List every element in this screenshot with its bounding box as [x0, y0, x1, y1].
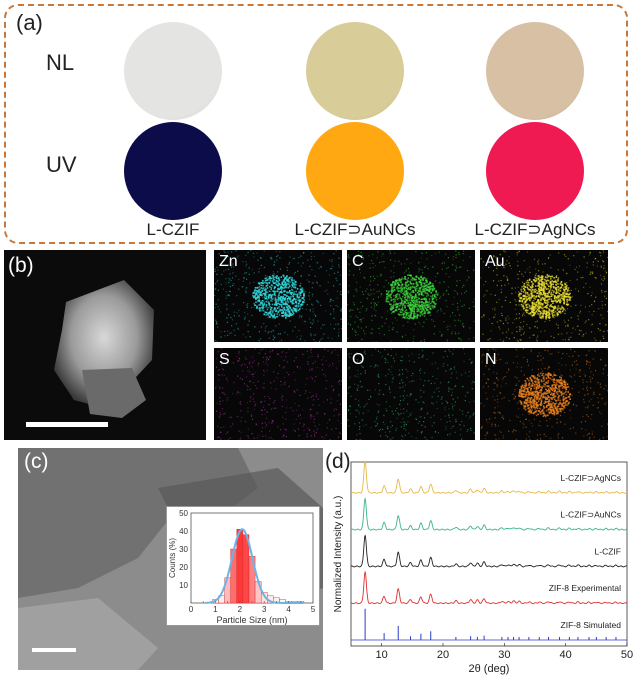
panel-a-frame: (a) NL UV L-CZIF L-CZIF⊃AuNCs L-CZIF⊃AgN…: [4, 4, 628, 244]
sem-particle-cluster: [4, 250, 206, 440]
histogram-x-tick: 1: [213, 605, 218, 614]
xrd-series-label: ZIF-8 Simulated: [561, 620, 622, 630]
eds-map-n: N: [480, 348, 608, 440]
histogram-y-tick: 10: [179, 581, 188, 590]
sample-disc-uv-1: [306, 122, 404, 220]
xrd-series-label: L-CZIF⊃AgNCs: [561, 473, 622, 483]
eds-label-s: S: [219, 351, 230, 369]
xrd-y-label: Normalized Intensity (a.u.): [333, 496, 344, 613]
xrd-series-label: L-CZIF⊃AuNCs: [561, 510, 622, 520]
sample-disc-nl-2: [486, 22, 584, 120]
tem-image: (c) 0 1 2 3 4 5 10 20 30 40 50 Particle Size (nm) Co…: [18, 448, 323, 670]
eds-map-zn: Zn: [214, 250, 342, 342]
sample-disc-uv-0: [124, 122, 222, 220]
histogram-y-tick: 40: [179, 527, 188, 536]
eds-label-au: Au: [485, 253, 505, 271]
panel-b-label: (b): [8, 254, 34, 278]
row-label-nl: NL: [46, 50, 74, 76]
sample-disc-nl-1: [306, 22, 404, 120]
histogram-y-tick: 20: [179, 563, 188, 572]
sample-label-lczif: L-CZIF: [73, 220, 273, 240]
histogram-x-tick: 3: [262, 605, 267, 614]
tem-scale-bar: [32, 648, 76, 652]
histogram-y-tick: 50: [179, 509, 188, 518]
xrd-x-tick: 10: [376, 649, 388, 661]
panel-b: (b) Zn C Au S O N: [4, 250, 636, 440]
size-histogram: 0 1 2 3 4 5 10 20 30 40 50 Particle Size (nm) Counts…: [167, 507, 319, 625]
size-histogram-inset: 0 1 2 3 4 5 10 20 30 40 50 Particle Size (nm) Counts…: [166, 506, 320, 626]
xrd-pattern-line: [351, 536, 627, 567]
histogram-y-label: Counts (%): [168, 538, 177, 578]
xrd-x-tick: 40: [560, 649, 572, 661]
histogram-x-tick: 2: [238, 605, 243, 614]
sample-label-lczif-au: L-CZIF⊃AuNCs: [255, 220, 455, 240]
eds-map-s: S: [214, 348, 342, 440]
eds-label-n: N: [485, 351, 497, 369]
sample-disc-nl-0: [124, 22, 222, 120]
histogram-y-tick: 30: [179, 545, 188, 554]
sample-label-lczif-ag: L-CZIF⊃AgNCs: [435, 220, 635, 240]
xrd-x-tick: 50: [621, 649, 633, 661]
histogram-bar: [237, 529, 243, 603]
xrd-plot: L-CZIF⊃AgNCs L-CZIF⊃AuNCs L-CZIF ZIF-8 Expe…: [323, 448, 640, 678]
xrd-series-label: L-CZIF: [595, 546, 621, 556]
histogram-x-label: Particle Size (nm): [216, 615, 287, 625]
eds-map-c: C: [347, 250, 475, 342]
eds-label-zn: Zn: [219, 253, 238, 271]
panel-d-label: (d): [325, 450, 351, 474]
sample-disc-uv-2: [486, 122, 584, 220]
xrd-x-tick: 30: [498, 649, 510, 661]
histogram-x-tick: 0: [189, 605, 194, 614]
row-label-uv: UV: [46, 152, 77, 178]
eds-map-o: O: [347, 348, 475, 440]
histogram-bar: [243, 535, 249, 603]
eds-label-c: C: [352, 253, 364, 271]
panel-a-label: (a): [16, 10, 43, 36]
histogram-x-tick: 4: [286, 605, 291, 614]
panel-d: L-CZIF⊃AgNCs L-CZIF⊃AuNCs L-CZIF ZIF-8 Expe…: [323, 448, 640, 678]
xrd-x-tick: 20: [437, 649, 449, 661]
eds-map-au: Au: [480, 250, 608, 342]
xrd-x-label: 2θ (deg): [469, 663, 510, 675]
sem-scale-bar: [26, 422, 108, 427]
panel-c-label: (c): [24, 450, 49, 474]
sem-image: (b): [4, 250, 206, 440]
eds-label-o: O: [352, 351, 364, 369]
histogram-x-tick: 5: [311, 605, 316, 614]
xrd-series-label: ZIF-8 Experimental: [549, 583, 621, 593]
